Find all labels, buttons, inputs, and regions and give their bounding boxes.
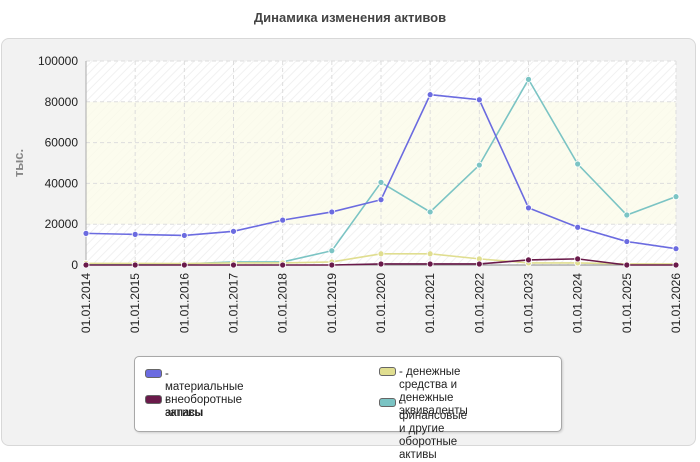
data-point xyxy=(426,250,434,258)
legend-swatch-icon xyxy=(379,367,396,376)
legend-label: - запасы xyxy=(165,394,204,419)
legend-swatch-icon xyxy=(379,398,396,407)
legend-label: - финансовые и другие оборотные активы xyxy=(399,397,468,461)
data-point xyxy=(230,261,237,269)
x-tick-label: 01.01.2021 xyxy=(423,273,437,333)
y-tick-label: 60000 xyxy=(45,136,79,150)
data-point xyxy=(279,261,287,269)
data-point xyxy=(180,261,188,269)
chart-title: Динамика изменения активов xyxy=(253,10,447,25)
data-point xyxy=(426,260,434,268)
series-0 xyxy=(82,91,680,253)
data-point xyxy=(377,178,385,186)
x-tick-labels: 01.01.2014 01.01.2015 01.01.2016 01.01.2017… xyxy=(79,273,683,333)
x-tick-label: 01.01.2026 xyxy=(669,273,683,333)
data-point xyxy=(279,216,287,224)
legend-label: - материальные внеоборотные активы xyxy=(165,368,244,419)
data-point xyxy=(672,245,680,253)
x-tick-label: 01.01.2025 xyxy=(620,273,634,333)
series-1 xyxy=(82,255,680,269)
x-tick-label: 01.01.2022 xyxy=(472,273,486,333)
x-tick-label: 01.01.2023 xyxy=(522,273,536,333)
y-tick-label: 100000 xyxy=(38,54,78,68)
y-tick-label: 40000 xyxy=(45,176,79,190)
data-point xyxy=(574,160,582,168)
data-point xyxy=(426,208,434,216)
data-point xyxy=(623,211,631,219)
legend-swatch-icon xyxy=(145,369,162,378)
x-tick-label: 01.01.2015 xyxy=(128,273,142,333)
data-point xyxy=(180,232,188,239)
data-point xyxy=(426,91,434,99)
data-point xyxy=(525,204,532,212)
y-tick-label: 0 xyxy=(71,258,78,272)
data-point xyxy=(82,229,90,237)
data-point xyxy=(377,260,385,268)
data-point xyxy=(475,260,483,268)
data-point xyxy=(82,261,90,269)
data-point xyxy=(475,161,483,169)
data-point xyxy=(672,261,680,269)
data-point xyxy=(574,223,582,231)
data-point xyxy=(574,255,582,263)
legend-swatch-icon xyxy=(145,395,162,404)
data-point xyxy=(230,227,237,235)
x-tick-label: 01.01.2016 xyxy=(177,273,191,333)
x-tick-label: 01.01.2014 xyxy=(79,273,93,333)
data-point xyxy=(623,238,631,245)
x-tick-label: 01.01.2017 xyxy=(227,273,241,333)
x-tick-label: 01.01.2018 xyxy=(276,273,290,333)
y-tick-label: 20000 xyxy=(45,217,79,231)
x-tick-label: 01.01.2020 xyxy=(374,273,388,333)
data-point xyxy=(328,208,336,216)
data-point xyxy=(328,247,336,255)
y-axis-title: тыс. xyxy=(11,149,26,177)
data-point xyxy=(377,250,385,258)
data-point xyxy=(131,230,139,238)
legend-label: - денежные средства и денежные эквивален… xyxy=(399,366,468,417)
data-point xyxy=(525,256,532,264)
data-point xyxy=(475,96,483,104)
data-point xyxy=(377,196,385,204)
x-tick-label: 01.01.2024 xyxy=(571,273,585,333)
data-point xyxy=(525,75,532,83)
data-point xyxy=(131,261,139,269)
data-point xyxy=(672,193,680,201)
y-tick-label: 80000 xyxy=(45,95,79,109)
data-point xyxy=(328,261,336,269)
x-tick-label: 01.01.2019 xyxy=(325,273,339,333)
legend: - материальные внеоборотные активы - зап… xyxy=(134,356,562,461)
y-tick-labels: 0 20000 40000 60000 80000 100000 xyxy=(38,54,78,272)
data-point xyxy=(623,261,631,269)
